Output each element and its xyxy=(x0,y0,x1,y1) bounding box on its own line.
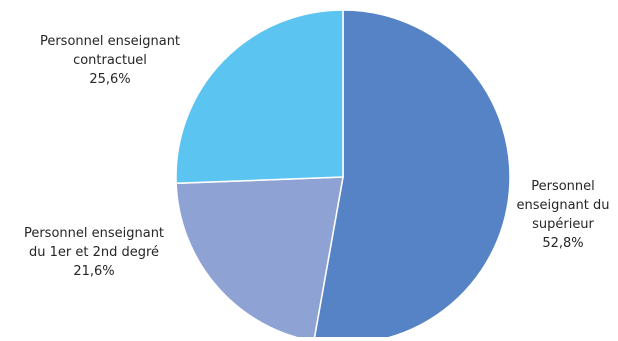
slice-category-label-2-line-0: Personnel enseignant xyxy=(40,34,180,49)
slice-category-label-1-line-0: Personnel enseignant xyxy=(24,226,164,241)
slice-category-label-1-line-1: du 1er et 2nd degré xyxy=(29,245,159,260)
slice-category-label-0-line-0: Personnel xyxy=(531,179,595,194)
slice-label-1: Personnel enseignant du 1er et 2nd degré 2… xyxy=(24,226,164,279)
slice-value-label-1: 21,6% xyxy=(73,264,114,279)
pie-slice-1 xyxy=(175,176,344,341)
slice-label-0: Personnel enseignant du supérieur 52,8% xyxy=(516,179,609,251)
slice-category-label-0-line-2: supérieur xyxy=(532,217,594,232)
slice-value-label-0: 52,8% xyxy=(542,236,583,251)
slice-value-label-2: 25,6% xyxy=(89,72,130,87)
slice-label-2: Personnel enseignant contractuel 25,6% xyxy=(40,34,180,87)
slice-category-label-2-line-1: contractuel xyxy=(73,53,147,68)
pie-slice-2 xyxy=(175,9,344,185)
slice-category-label-0-line-1: enseignant du xyxy=(516,198,609,213)
